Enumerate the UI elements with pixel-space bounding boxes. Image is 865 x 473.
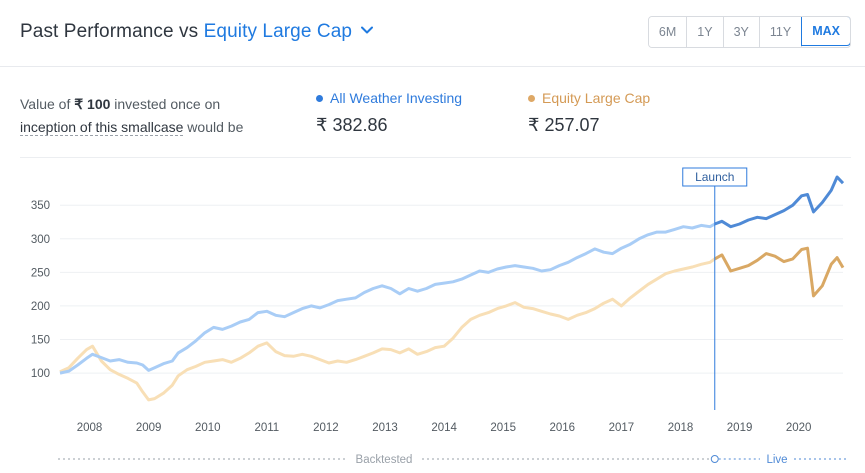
legend-value: ₹ 382.86 — [316, 115, 388, 135]
x-tick-label: 2010 — [195, 422, 221, 434]
header: Past Performance vs Equity Large Cap 6M … — [0, 0, 865, 67]
x-tick-label: 2012 — [313, 422, 339, 434]
legend-smallcase: All Weather Investing ₹ 382.86 — [316, 90, 462, 136]
all-weather-investing-backtested-line — [59, 222, 716, 375]
equity-large-cap-live-line — [714, 246, 845, 298]
period-1y-button[interactable]: 1Y — [687, 17, 724, 47]
benchmark-selector[interactable]: Equity Large Cap — [204, 21, 374, 42]
chevron-down-icon — [361, 26, 374, 34]
divider — [20, 157, 851, 158]
grid — [60, 204, 843, 374]
launch-point-icon — [710, 455, 719, 463]
x-tick-label: 2016 — [550, 422, 576, 434]
launch-marker: Launch — [682, 167, 748, 187]
legend-value: ₹ 257.07 — [528, 115, 600, 135]
x-tick-label: 2011 — [254, 422, 279, 434]
inception-link[interactable]: inception of this smallcase — [20, 119, 184, 136]
timeline-backtested-label: Backtested — [356, 454, 413, 466]
x-tick-label: 2009 — [136, 422, 162, 434]
y-axis-labels: 100 150 200 250 300 350 — [31, 200, 50, 380]
all-weather-investing-live-line — [714, 175, 845, 229]
period-3y-button[interactable]: 3Y — [723, 17, 760, 47]
legend-benchmark: Equity Large Cap ₹ 257.07 — [528, 90, 650, 136]
y-tick-label: 150 — [31, 335, 50, 347]
series-lines — [59, 175, 845, 402]
y-tick-label: 350 — [31, 200, 50, 212]
legend-name: Equity Large Cap — [542, 90, 651, 106]
x-tick-label: 2020 — [786, 422, 812, 434]
equity-large-cap-backtested-line — [59, 257, 716, 402]
legend-dot — [528, 94, 535, 102]
x-tick-label: 2017 — [609, 422, 635, 434]
summary-text: invested once on — [110, 96, 221, 112]
x-tick-label: 2014 — [431, 422, 457, 434]
period-selector: 6M 1Y 3Y 11Y MAX — [647, 16, 851, 48]
x-axis-labels: 2008 2009 2010 2011 2012 2013 2014 2015 2016 2017… — [77, 422, 812, 434]
timeline-bar: Backtested Live — [58, 454, 846, 466]
legend-name: All Weather Investing — [330, 90, 463, 106]
summary-amount: ₹ 100 — [74, 96, 111, 112]
y-tick-label: 300 — [31, 234, 50, 246]
period-max-button[interactable]: MAX — [801, 17, 850, 46]
x-tick-label: 2019 — [727, 422, 753, 434]
investment-summary: Value of ₹ 100 invested once on inceptio… — [20, 93, 280, 139]
summary-text: would be — [183, 119, 244, 135]
y-tick-label: 100 — [31, 368, 50, 380]
x-tick-label: 2018 — [668, 422, 694, 434]
summary-text: Value of — [20, 96, 75, 112]
x-tick-label: 2013 — [372, 422, 398, 434]
launch-label: Launch — [695, 170, 734, 184]
page-title: Past Performance vs Equity Large Cap — [20, 21, 374, 43]
benchmark-label: Equity Large Cap — [203, 21, 353, 42]
y-tick-label: 250 — [31, 267, 50, 279]
period-11y-button[interactable]: 11Y — [759, 17, 803, 47]
legend-dot — [316, 94, 323, 102]
launch-box — [682, 167, 748, 187]
y-tick-label: 200 — [31, 301, 50, 313]
timeline-live-label: Live — [766, 454, 787, 466]
period-6m-button[interactable]: 6M — [648, 17, 688, 47]
title-prefix: Past Performance vs — [20, 21, 199, 42]
x-tick-label: 2015 — [490, 422, 516, 434]
x-tick-label: 2008 — [77, 422, 103, 434]
